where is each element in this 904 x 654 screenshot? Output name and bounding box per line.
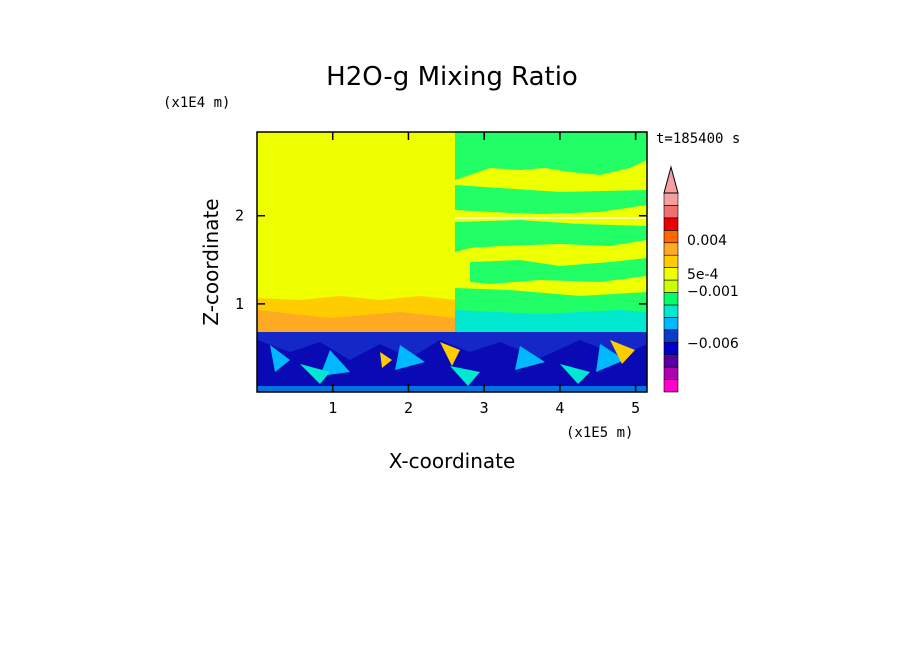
x-tick-label: 1	[328, 399, 337, 417]
y-axis-ticks: 12	[235, 207, 647, 313]
x-axis-label: X-coordinate	[389, 449, 516, 473]
colorbar-swatch	[663, 366, 679, 380]
colorbar-swatch	[663, 279, 679, 293]
colorbar-swatch	[663, 254, 679, 268]
colorbar-swatch	[663, 217, 679, 231]
colorbar-swatch	[663, 267, 679, 281]
colorbar-swatch	[663, 379, 679, 393]
y-unit-label: (x1E4 m)	[163, 95, 230, 111]
colorbar-swatch	[663, 192, 679, 206]
colorbar-swatch	[663, 242, 679, 256]
plot-frame	[256, 131, 648, 393]
colorbar-swatch	[663, 230, 679, 244]
colorbar-swatch	[663, 304, 679, 318]
colorbar-swatch	[663, 354, 679, 368]
x-tick-label: 4	[555, 399, 564, 417]
x-unit-label: (x1E5 m)	[566, 425, 633, 441]
colorbar-extend-arrow	[663, 165, 679, 194]
colorbar-label: −0.006	[687, 336, 739, 352]
y-tick-label: 1	[235, 295, 244, 313]
colorbar-swatch	[663, 329, 679, 343]
colorbar-swatch	[663, 205, 679, 219]
colorbar-labels: 0.004 5e-4−0.001 −0.006	[687, 233, 739, 352]
colorbar-label: 5e-4	[687, 267, 719, 283]
x-axis-ticks: 1 2 3 4 5	[328, 132, 640, 417]
right-band-region	[455, 132, 647, 180]
colorbar-swatch	[663, 317, 679, 331]
x-tick-label: 2	[404, 399, 413, 417]
x-tick-label: 5	[631, 399, 640, 417]
colorbar-label: −0.001	[687, 284, 739, 300]
colorbar-swatch	[663, 292, 679, 306]
colorbar-label: 0.004	[687, 233, 727, 249]
field-plot	[257, 132, 647, 392]
time-label: t=185400 s	[656, 131, 740, 147]
y-axis-label: Z-coordinate	[199, 198, 223, 325]
colorbar	[663, 165, 679, 393]
y-tick-label: 2	[235, 207, 244, 225]
colorbar-swatch	[663, 341, 679, 355]
x-tick-label: 3	[480, 399, 489, 417]
chart-title: H2O-g Mixing Ratio	[326, 62, 578, 92]
